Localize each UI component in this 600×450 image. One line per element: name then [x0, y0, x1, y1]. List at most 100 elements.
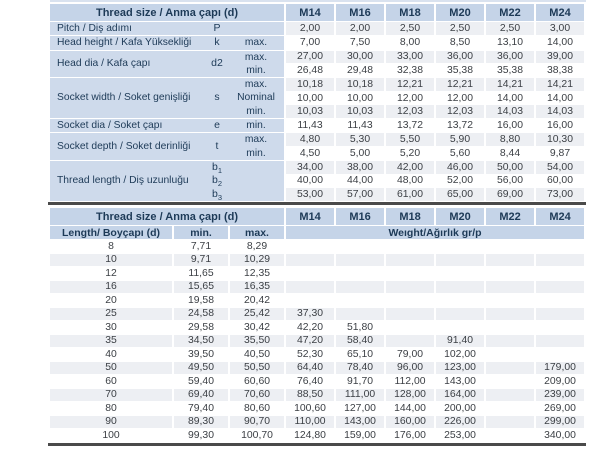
dimension-symbol: s: [214, 91, 220, 104]
thread-size-header: Thread size / Anma çapı (d): [50, 208, 285, 225]
weight-column-header: Weıght/Ağırlık gr/p: [286, 226, 585, 239]
dimension-row: 40,00 44,00 48,00 52,00 56,00 60,00: [50, 175, 584, 188]
weight-value: 124,80: [294, 429, 326, 441]
length-min-value: 49,50: [174, 361, 228, 374]
weight-value: [536, 307, 585, 320]
length-value: 8: [108, 240, 114, 252]
weight-value: [386, 334, 435, 347]
weight-value: 76,40: [297, 375, 324, 387]
length-min-value: 34,50: [174, 334, 228, 347]
weight-row: 20 19,58 20,42: [50, 294, 584, 307]
weight-value: [386, 240, 434, 253]
dimension-label: Socket depth / Soket derinliği: [57, 140, 191, 152]
dimension-value: 5,00: [349, 148, 371, 160]
dimension-value: 34,00: [286, 160, 334, 174]
dimension-value: 10,00: [296, 92, 323, 104]
weight-value: [286, 253, 335, 266]
size-column-header: M16: [336, 4, 384, 21]
length-value: 80: [105, 402, 117, 414]
length-value: 60: [105, 375, 117, 387]
length-value: 40: [105, 348, 117, 360]
weight-row: 8 7,71 8,29: [50, 240, 584, 253]
thread-size-header: Thread size / Anma çapı (d): [50, 4, 284, 21]
weight-row: 25 24,58 25,42 37,30: [50, 307, 585, 320]
weight-value: 91,40: [436, 334, 485, 347]
weight-value: 100,60: [294, 402, 326, 414]
weight-value: [336, 267, 384, 280]
dimension-label-cell: Head dia / Kafa çapı d2 max. min.: [50, 50, 284, 78]
weight-value: [336, 294, 384, 307]
weight-value: [536, 294, 584, 307]
weight-value: 91,70: [347, 375, 374, 387]
dimension-value: 5,60: [449, 148, 471, 160]
size-column-header: M18: [386, 208, 435, 225]
dimension-value: 61,00: [386, 188, 434, 201]
weight-value: 128,00: [386, 388, 435, 401]
weight-value: [486, 402, 534, 415]
dimension-value: 4,80: [286, 133, 334, 147]
dimension-value: 35,38: [446, 65, 473, 77]
dimension-value: 12,03: [436, 105, 484, 119]
dimension-value: 29,48: [346, 65, 373, 77]
dimension-value: 40,00: [296, 175, 323, 187]
dimension-label: Socket width / Soket genişliği: [57, 92, 191, 104]
dimension-label: Head dia / Kafa çapı: [57, 57, 151, 69]
length-min-value: 19,58: [187, 294, 214, 306]
dimension-value: 10,00: [346, 92, 373, 104]
dimension-symbol: b1 b2 b3: [211, 160, 222, 201]
dimension-value: 7,00: [299, 37, 321, 49]
dimension-value: 9,87: [549, 148, 571, 160]
weight-value: [386, 267, 434, 280]
dimension-value: 13,72: [396, 120, 423, 132]
dimension-value: 65,00: [436, 188, 484, 201]
dimension-value: 12,21: [436, 78, 484, 91]
length-value: 25: [50, 307, 172, 320]
dimension-value: 10,18: [286, 78, 334, 91]
dimension-row: 53,00 57,00 61,00 65,00 69,00 73,00: [50, 188, 584, 201]
dimension-row: Head height / Kafa Yüksekliği k max. 7,00 7,…: [50, 36, 584, 50]
weight-value: [436, 267, 484, 280]
dimension-label: Head height / Kafa Yüksekliği: [57, 36, 192, 48]
weight-value: [536, 253, 585, 266]
length-column-header: Length/ Boyçapı (d): [50, 226, 172, 239]
weight-value: [486, 280, 535, 293]
weight-value: [486, 267, 534, 280]
size-column-header: M16: [336, 208, 385, 225]
dimension-qualifiers: [228, 22, 284, 35]
dimension-value: 26,48: [296, 65, 323, 77]
dimension-value: 48,00: [396, 175, 423, 187]
dimension-symbol: d2: [211, 57, 223, 70]
size-column-header: M14: [286, 208, 335, 225]
dimension-row: 26,48 29,48 32,38 35,38 35,38 38,38: [50, 64, 584, 77]
length-max-value: 20,42: [244, 294, 271, 306]
length-value: 20: [105, 294, 117, 306]
length-min-value: 69,40: [174, 388, 228, 401]
weight-value: 164,00: [436, 388, 485, 401]
weight-value: 102,00: [444, 348, 476, 360]
dimension-value: 14,00: [546, 92, 573, 104]
dimension-row: Socket depth / Soket derinliği t max. min. 4…: [50, 133, 584, 160]
dimension-label: Pitch / Diş adımı: [57, 22, 132, 34]
weight-value: 144,00: [394, 402, 426, 414]
length-value: 35: [50, 334, 172, 347]
weight-value: [386, 253, 435, 266]
weight-value: [486, 307, 535, 320]
dimension-label: Thread length / Diş uzunluğu: [57, 174, 189, 186]
weight-value: [436, 307, 485, 320]
weight-value: 110,00: [286, 415, 335, 428]
dimension-row: 4,50 5,00 5,20 5,60 8,44 9,87: [50, 147, 584, 160]
weight-value: 78,40: [336, 361, 385, 374]
dimension-value: 52,00: [446, 175, 473, 187]
weight-value: 112,00: [394, 375, 426, 387]
length-value: 10: [50, 253, 172, 266]
dimension-value: 10,03: [286, 105, 334, 119]
weight-value: 37,30: [286, 307, 335, 320]
dimension-value: 60,00: [546, 175, 573, 187]
weight-value: [486, 321, 534, 334]
dimension-value: 2,50: [486, 22, 534, 36]
length-max-value: 70,60: [230, 388, 285, 401]
weight-value: 143,00: [444, 375, 476, 387]
dimension-value: 8,50: [449, 37, 471, 49]
dimension-value: 69,00: [486, 188, 534, 201]
length-value: 50: [50, 361, 172, 374]
